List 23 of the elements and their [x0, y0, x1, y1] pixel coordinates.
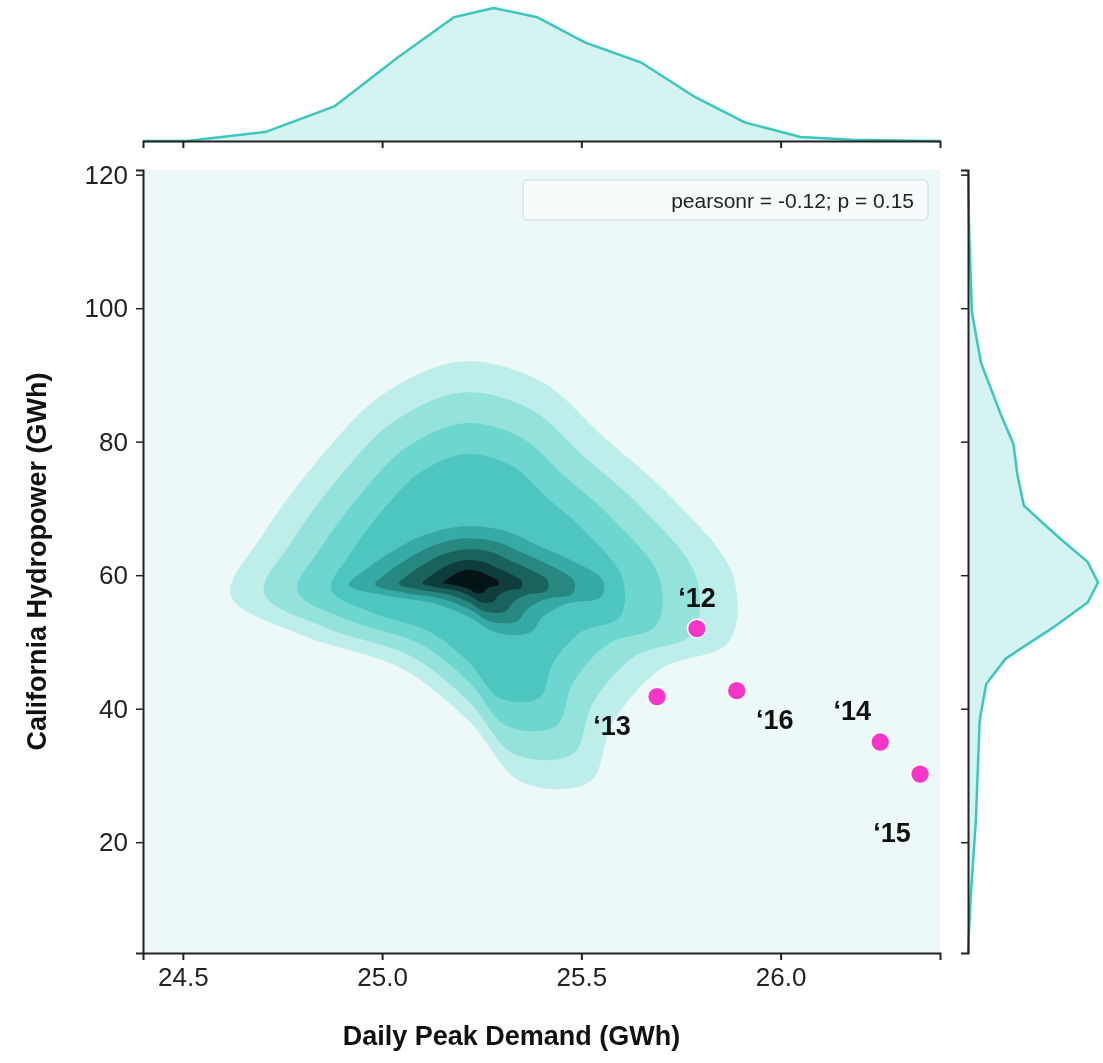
y-tick-label: 100 [84, 293, 128, 323]
y-tick-label: 60 [99, 560, 128, 590]
annotation: ‘14 [833, 696, 871, 727]
annotation: ‘15 [873, 818, 911, 849]
annotation: pearsonr = -0.12; p = 0.15 [671, 189, 914, 212]
y-tick-label: 40 [99, 693, 128, 724]
x-tick-label: 25.0 [357, 962, 408, 993]
y-tick-label: 120 [84, 159, 128, 190]
point [686, 618, 708, 639]
x-tick-label: 24.5 [158, 962, 209, 993]
x-axis-title: Daily Peak Demand (GWh) [342, 1021, 681, 1051]
point [726, 680, 747, 701]
annotation: ‘16 [755, 704, 794, 735]
x-tick-label: 26.0 [755, 962, 807, 993]
y-tick-label: 80 [99, 426, 128, 457]
y-axis-title: California Hydropower (GWh) [22, 372, 52, 751]
point [870, 731, 891, 753]
annotation: ‘12 [678, 582, 716, 613]
point [646, 686, 668, 707]
point [909, 763, 931, 785]
x-tick-label: 25.5 [556, 962, 608, 993]
y-tick-label: 20 [99, 827, 128, 858]
annotation: ‘13 [593, 710, 631, 741]
